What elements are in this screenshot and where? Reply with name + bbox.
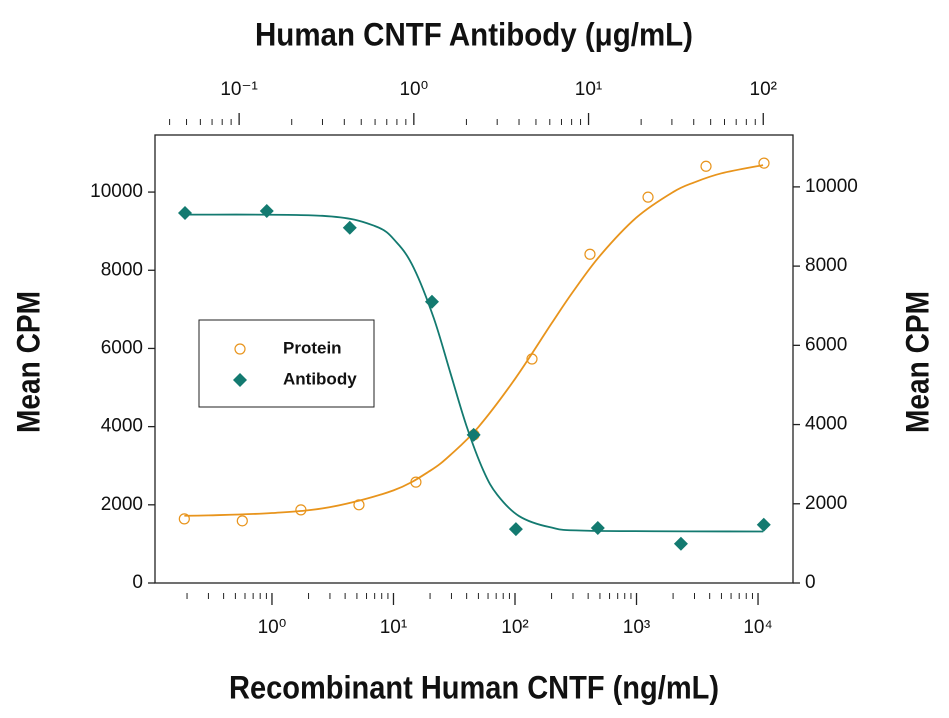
- y-tick-label: 8000: [805, 255, 847, 276]
- legend-marker: [234, 343, 246, 355]
- data-point: [353, 499, 365, 511]
- legend-marker: [233, 373, 247, 387]
- y-tick-label: 0: [805, 572, 816, 593]
- data-point: [259, 204, 274, 219]
- y-tick-label: 0: [132, 572, 143, 593]
- data-point: [410, 476, 422, 488]
- data-point: [178, 513, 190, 525]
- y-tick-label: 4000: [101, 416, 143, 437]
- data-point: [342, 220, 357, 235]
- data-point: [673, 536, 688, 551]
- x-tick-label: 10⁰: [399, 79, 428, 100]
- legend-box: [198, 319, 375, 408]
- x-tick-label: 10¹: [380, 617, 407, 638]
- data-point: [584, 248, 596, 260]
- x-tick-label: 10²: [750, 79, 777, 100]
- right-axis-title: Mean CPM: [899, 291, 935, 433]
- y-tick-label: 4000: [805, 414, 847, 435]
- fit-curve: [184, 164, 764, 517]
- y-tick-label: 10000: [805, 176, 858, 197]
- y-tick-label: 8000: [101, 259, 143, 280]
- data-point: [177, 206, 192, 221]
- data-point: [295, 504, 307, 516]
- bottom-axis-title: Recombinant Human CNTF (ng/mL): [229, 669, 719, 705]
- data-point: [466, 427, 481, 442]
- left-axis-title: Mean CPM: [10, 291, 46, 433]
- data-point: [526, 353, 538, 365]
- data-point: [424, 294, 439, 309]
- legend-label: Antibody: [283, 369, 357, 388]
- y-tick-label: 10000: [90, 181, 143, 202]
- fit-curve: [186, 213, 764, 533]
- x-tick-label: 10¹: [575, 79, 602, 100]
- x-tick-label: 10²: [501, 617, 528, 638]
- data-point: [590, 520, 605, 535]
- data-point: [758, 157, 770, 169]
- y-tick-label: 2000: [805, 493, 847, 514]
- data-point: [508, 522, 523, 537]
- plot-frame: [154, 134, 794, 584]
- data-point: [700, 160, 712, 172]
- x-tick-label: 10⁰: [258, 617, 287, 638]
- y-tick-label: 2000: [101, 494, 143, 515]
- legend-label: Protein: [283, 338, 342, 357]
- x-tick-label: 10⁴: [743, 617, 772, 638]
- x-tick-label: 10⁻¹: [220, 79, 258, 100]
- y-tick-label: 6000: [805, 334, 847, 355]
- data-point: [236, 515, 248, 527]
- data-point: [756, 517, 771, 532]
- x-tick-label: 10³: [623, 617, 650, 638]
- y-tick-label: 6000: [101, 337, 143, 358]
- data-point: [642, 191, 654, 203]
- top-axis-title: Human CNTF Antibody (μg/mL): [255, 16, 693, 52]
